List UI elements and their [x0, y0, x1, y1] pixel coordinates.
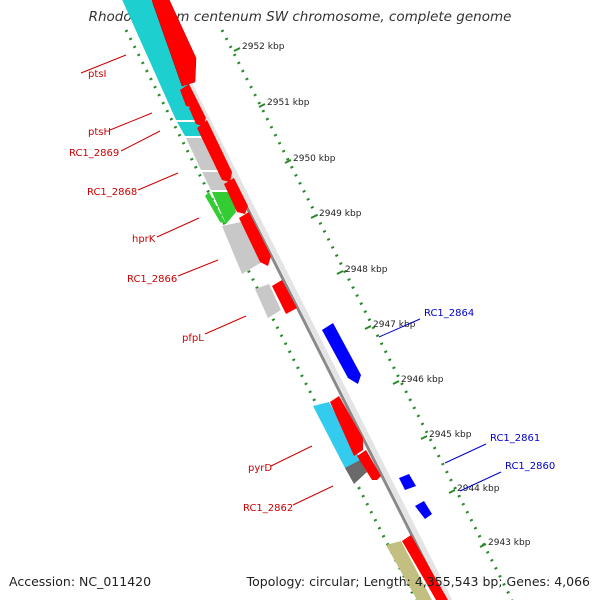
- accession-text: Accession: NC_011420: [9, 574, 152, 589]
- feature-RC1_2862-cog[interactable]: [345, 460, 367, 484]
- feature-pyrD-cog[interactable]: [313, 402, 362, 470]
- gene-RC1_2860-arrow[interactable]: [415, 501, 432, 519]
- scale-label: 2945 kbp: [429, 430, 472, 440]
- scale-label: 2949 kbp: [319, 209, 362, 219]
- scale-label: 2944 kbp: [457, 484, 500, 494]
- scale-label: 2948 kbp: [345, 265, 388, 275]
- gene-RC1_2866-arrow[interactable]: [239, 212, 271, 266]
- scale-tick: [310, 214, 318, 219]
- gene-label-forward[interactable]: RC1_2866: [127, 274, 177, 285]
- scale-tick: [420, 435, 428, 440]
- gene-pyrD-arrow[interactable]: [330, 396, 363, 456]
- gene-label-reverse[interactable]: RC1_2860: [505, 461, 555, 472]
- gene-label-forward[interactable]: ptsI: [88, 69, 106, 80]
- gene-label-forward[interactable]: RC1_2869: [69, 148, 119, 159]
- forward-strand-track: [150, 0, 448, 600]
- gene-label-forward[interactable]: hprK: [132, 234, 156, 245]
- gene-label-connector: [292, 485, 334, 506]
- gene-label-forward[interactable]: pfpL: [182, 333, 204, 344]
- gene-label-connector: [270, 445, 313, 467]
- gene-label-connector: [156, 217, 200, 238]
- gene-label-connector: [120, 130, 161, 152]
- scale-tick: [479, 543, 487, 548]
- gene-RC1_2862-arrow[interactable]: [357, 450, 381, 480]
- scale-tick: [258, 103, 266, 108]
- gene-label-forward[interactable]: RC1_2862: [243, 503, 293, 514]
- scale-label: 2950 kbp: [293, 154, 336, 164]
- gene-label-connector: [109, 112, 153, 131]
- gene-label-connector: [444, 443, 487, 464]
- gene-RC1_2868-arrow[interactable]: [197, 120, 232, 182]
- gene-ptsH-arrow[interactable]: [180, 84, 198, 108]
- scale-tick: [233, 47, 241, 52]
- map-title: Rhodospirillum centenum SW chromosome, c…: [88, 9, 512, 25]
- gene-hprK-arrow[interactable]: [224, 178, 248, 214]
- reverse-strand-track: [322, 323, 432, 519]
- gene-label-connector: [80, 54, 127, 74]
- gene-label-connector: [137, 172, 179, 191]
- scale-tick: [364, 325, 372, 330]
- scale-tick: [448, 489, 456, 494]
- gene-label-connector: [459, 471, 502, 492]
- scale-tick: [392, 380, 400, 385]
- gene-label-reverse[interactable]: RC1_2861: [490, 433, 540, 444]
- gene-label-connector: [177, 259, 219, 277]
- gene-ptsI-arrow[interactable]: [150, 0, 197, 87]
- gene-labels: ptsI ptsH RC1_2869 RC1_2868 hprK RC1_2866 pfpL…: [69, 54, 555, 514]
- genome-summary-text: Topology: circular; Length: 4,355,543 bp…: [246, 574, 590, 589]
- scale-label: 2947 kbp: [373, 320, 416, 330]
- gene-label-forward[interactable]: pyrD: [248, 463, 272, 474]
- gene-next-arrow[interactable]: [402, 535, 448, 600]
- scale-label: 2951 kbp: [267, 98, 310, 108]
- scale-tick: [336, 270, 344, 275]
- scale-labels: 2952 kbp 2951 kbp 2950 kbp 2949 kbp 2948 kbp…: [233, 42, 531, 548]
- feature-hprK-cog[interactable]: [212, 192, 236, 224]
- gene-pfpL-arrow[interactable]: [272, 280, 297, 314]
- scale-label: 2946 kbp: [401, 375, 444, 385]
- scale-label: 2943 kbp: [488, 538, 531, 548]
- gene-label-forward[interactable]: RC1_2868: [87, 187, 137, 198]
- gene-RC1_2869-arrow[interactable]: [189, 102, 206, 126]
- scale-tick: [284, 159, 292, 164]
- feature-next-cog[interactable]: [386, 541, 432, 600]
- gene-label-reverse[interactable]: RC1_2864: [424, 308, 474, 319]
- scale-label: 2952 kbp: [242, 42, 285, 52]
- scale-ring-inner: [124, 29, 418, 600]
- gene-RC1_2861-arrow[interactable]: [399, 474, 416, 490]
- feature-RC1_2866-cog[interactable]: [222, 222, 262, 274]
- scale-ring-outer: [220, 29, 514, 600]
- feature-pfpL-cog[interactable]: [255, 284, 281, 318]
- feature-hprK-cog-b: [205, 192, 226, 224]
- gene-label-connector: [378, 318, 421, 338]
- gene-RC1_2864-arrow[interactable]: [322, 323, 361, 384]
- gene-label-connector: [204, 315, 247, 335]
- gene-label-forward[interactable]: ptsH: [88, 127, 111, 138]
